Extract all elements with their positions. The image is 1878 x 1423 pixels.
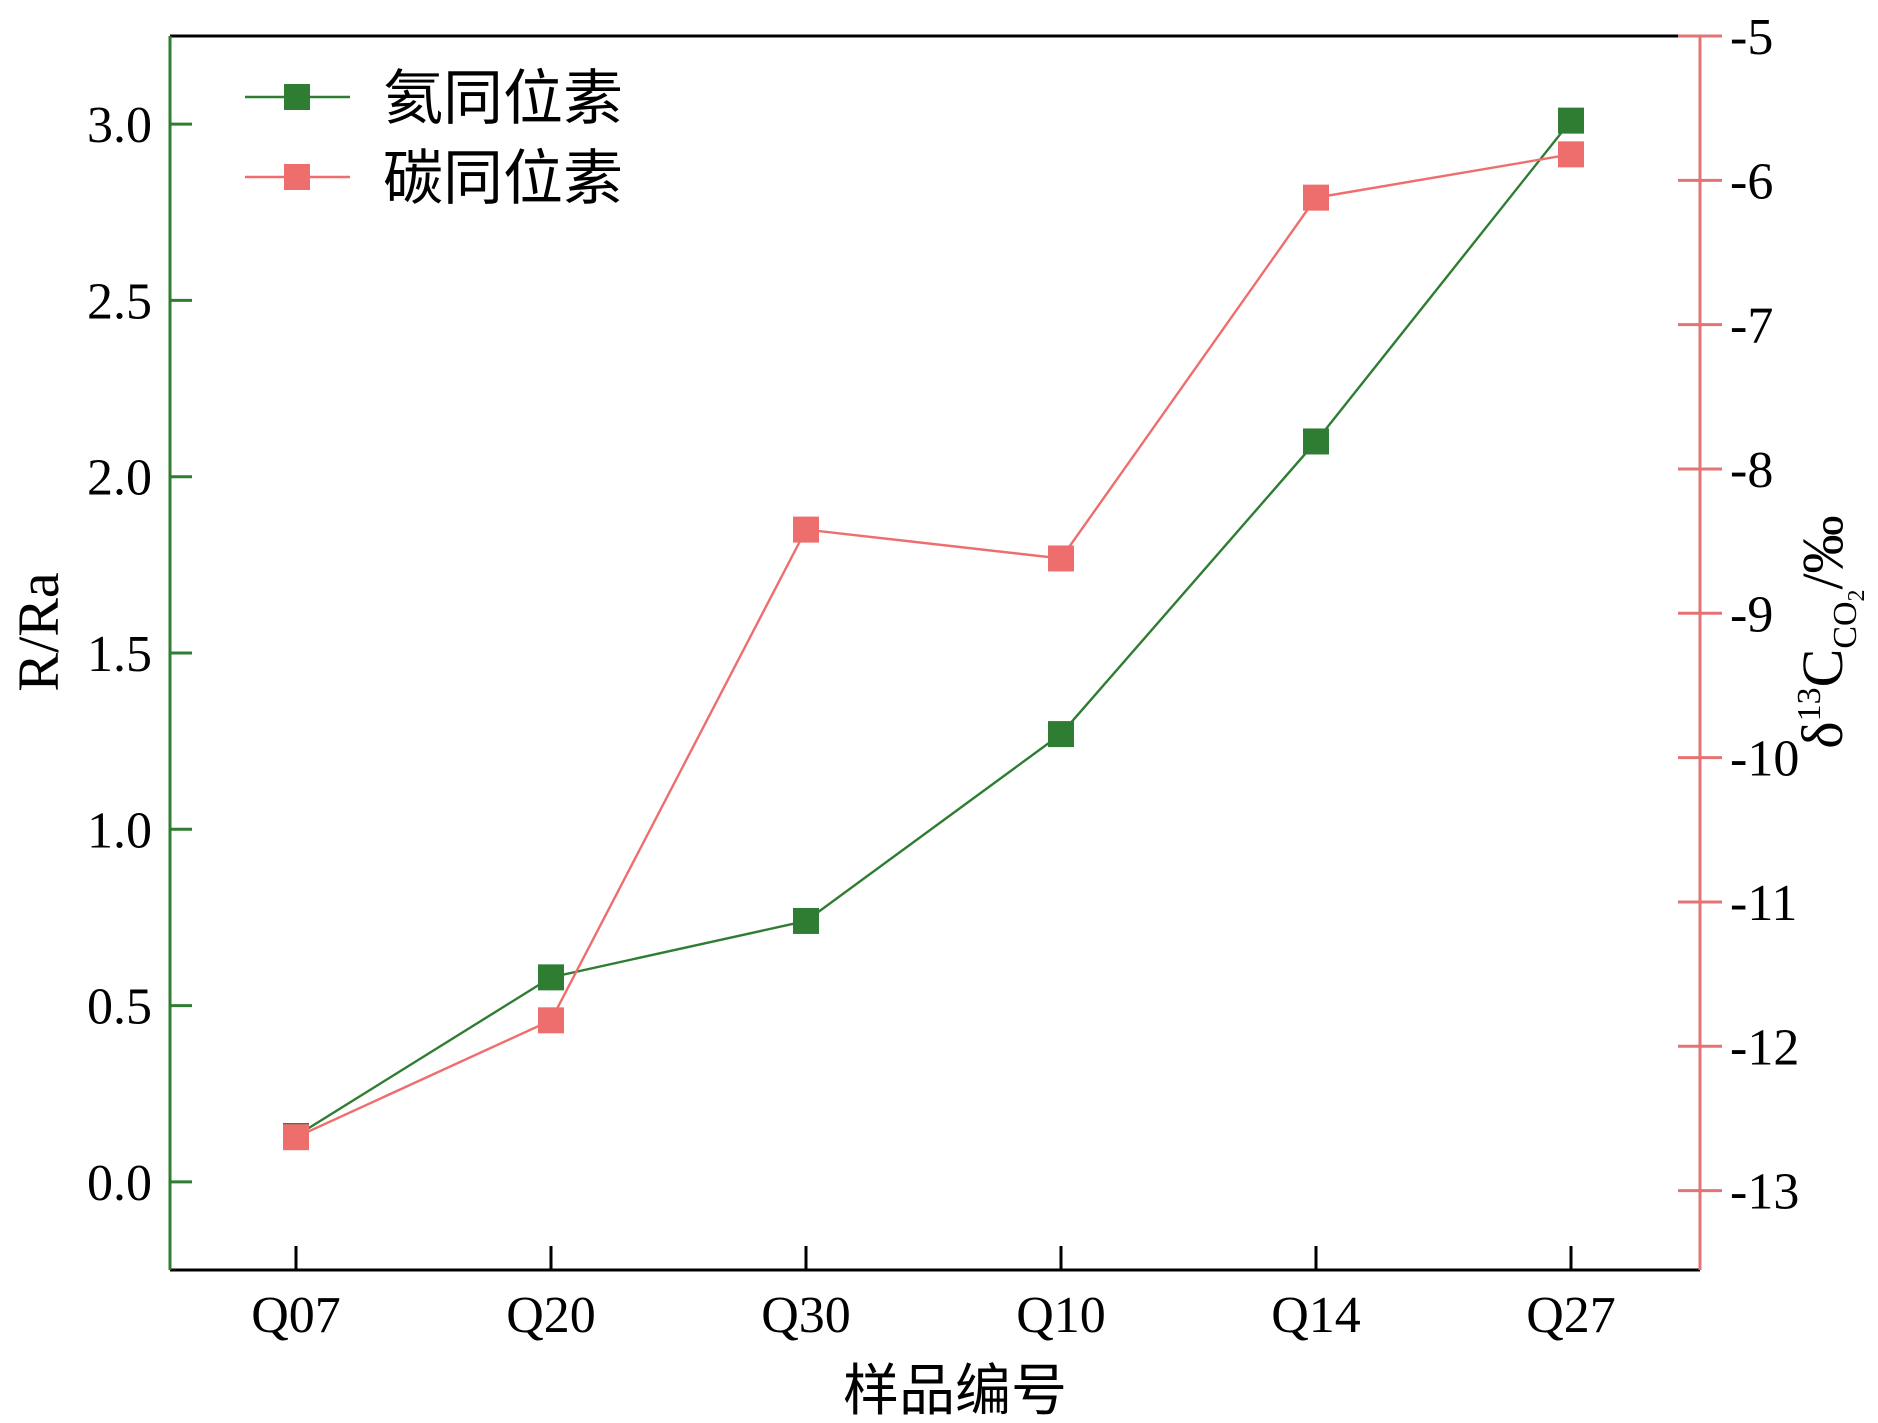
- right-axis-title-sup: 13: [1791, 687, 1828, 721]
- right-axis-title-main: C: [1790, 649, 1855, 688]
- series-line-1: [295, 153, 1572, 1139]
- x-tick-label: Q14: [1271, 1287, 1361, 1344]
- series-1-point-Q27: [1558, 141, 1584, 168]
- legend-marker-1: [284, 164, 310, 190]
- plot-frame: [168, 34, 1702, 1272]
- x-axis-title: 样品编号: [843, 1359, 1067, 1419]
- right-axis-title: δ13CCO2/‰: [1790, 515, 1870, 748]
- left-tick-label: 1.5: [87, 626, 152, 683]
- right-tick-label: -9: [1730, 586, 1773, 643]
- series-1-point-Q14: [1303, 184, 1329, 211]
- right-tick-label: -6: [1730, 153, 1773, 210]
- left-tick-label: 0.5: [87, 979, 152, 1036]
- right-tick-label: -12: [1730, 1019, 1799, 1076]
- x-tick-label: Q07: [251, 1287, 341, 1344]
- axis-ticks: 0.0 0.5 1.0 1.5 2.0 2.5 3.0 -5 -6 -7 -8 -9 -10 -11 -12…: [87, 9, 1799, 1344]
- right-tick-label: -10: [1730, 731, 1799, 788]
- series-0-point-Q20: [538, 964, 564, 991]
- axis-labels: 样品编号 R/Ra δ13CCO2/‰: [6, 515, 1870, 1423]
- right-axis-title-prefix: δ: [1790, 721, 1855, 748]
- series-1-point-Q20: [538, 1007, 564, 1034]
- right-tick-label: -5: [1730, 9, 1773, 66]
- left-tick-label: 0.0: [87, 1155, 152, 1212]
- series-0-point-Q10: [1048, 721, 1074, 748]
- series-1-point-Q07: [283, 1124, 309, 1151]
- right-tick-label: -8: [1730, 442, 1773, 499]
- series-line-0: [295, 119, 1572, 1138]
- x-tick-label: Q20: [506, 1287, 596, 1344]
- legend-label-0: 氦同位素: [383, 64, 623, 134]
- x-tick-label: Q27: [1526, 1287, 1616, 1344]
- right-axis-title-sub2: 2: [1844, 589, 1870, 601]
- right-axis-title-suffix: /‰: [1790, 515, 1855, 589]
- left-tick-label: 1.0: [87, 802, 152, 859]
- left-tick-label: 2.0: [87, 450, 152, 507]
- series-0-point-Q30: [793, 907, 819, 934]
- right-tick-label: -13: [1730, 1164, 1799, 1221]
- series-0-point-Q27: [1558, 107, 1584, 134]
- right-tick-label: -11: [1730, 875, 1797, 932]
- left-tick-label: 2.5: [87, 273, 152, 330]
- series-layer: [283, 107, 1584, 1151]
- legend-marker-0: [284, 84, 310, 110]
- legend-label-1: 碳同位素: [383, 144, 623, 214]
- x-tick-label: Q10: [1016, 1287, 1106, 1344]
- left-tick-label: 3.0: [87, 97, 152, 154]
- right-axis-title-sub: CO: [1827, 601, 1864, 648]
- series-1-point-Q30: [793, 516, 819, 543]
- left-axis-title: R/Ra: [6, 572, 71, 691]
- series-0-point-Q14: [1303, 428, 1329, 455]
- x-tick-label: Q30: [761, 1287, 851, 1344]
- right-tick-label: -7: [1730, 298, 1773, 355]
- series-1-point-Q10: [1048, 545, 1074, 572]
